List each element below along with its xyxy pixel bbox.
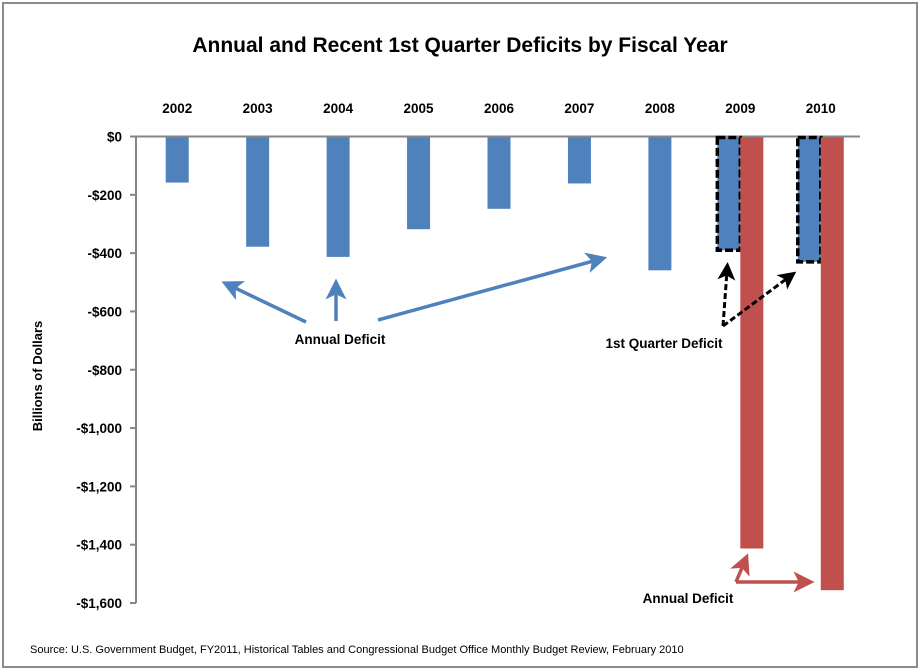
y-tick-label: $0: [107, 130, 122, 145]
y-tick-label: -$800: [87, 363, 122, 378]
bar-annual-2008: [648, 137, 672, 271]
annual-deficit-arrow-2008: [377, 252, 608, 322]
x-tick-label: 2003: [243, 101, 274, 116]
annual-deficit-arrow-2009: [730, 553, 750, 583]
bar-q1-2010: [796, 135, 823, 264]
x-tick-label: 2002: [162, 101, 192, 116]
y-tick-label: -$400: [87, 246, 122, 261]
q1-deficit-label: 1st Quarter Deficit: [605, 336, 723, 351]
x-tick-label: 2004: [323, 101, 354, 116]
y-tick-label: -$1,000: [76, 421, 122, 436]
bar-annual-2009: [740, 137, 764, 549]
y-tick-label: -$600: [87, 304, 122, 319]
bar-annual-2002: [165, 137, 189, 183]
q1-deficit-arrow-2010: [722, 271, 797, 328]
annotations: Annual Deficit 1st Quarter Deficit Annua…: [221, 252, 815, 606]
annual-deficit-arrow-2002: [221, 281, 307, 324]
chart-title: Annual and Recent 1st Quarter Deficits b…: [192, 34, 727, 57]
y-axis-label: Billions of Dollars: [30, 321, 45, 432]
bars: [165, 135, 844, 591]
x-tick-label: 2010: [806, 101, 836, 116]
y-tick-label: -$1,200: [76, 479, 122, 494]
y-tick-label: -$1,400: [76, 538, 122, 553]
q1-deficit-arrow-2009: [717, 262, 736, 327]
y-tick-label: -$1,600: [76, 596, 122, 611]
bar-annual-2005: [407, 137, 431, 230]
x-tick-label: 2008: [645, 101, 676, 116]
source-note: Source: U.S. Government Budget, FY2011, …: [30, 644, 684, 656]
bar-annual-2003: [246, 137, 270, 247]
annual-deficit-label-red: Annual Deficit: [643, 591, 734, 606]
bar-q1-2009: [715, 135, 743, 252]
x-tick-label: 2007: [564, 101, 594, 116]
x-tick-label: 2009: [725, 101, 755, 116]
bar-annual-2010: [820, 137, 844, 591]
y-tick-label: -$200: [87, 188, 122, 203]
x-tick-label: 2005: [404, 101, 435, 116]
y-tick-labels: $0 -$200 -$400 -$600 -$800 -$1,000 -$1,200 -$1,…: [76, 130, 122, 612]
x-tick-label: 2006: [484, 101, 515, 116]
bar-annual-2007: [567, 137, 591, 184]
bar-annual-2006: [487, 137, 511, 209]
x-tick-labels: 2002 2003 2004 2005 2006 2007 2008 2009 2010: [162, 101, 836, 116]
bar-annual-2004: [326, 137, 350, 257]
annual-deficit-label: Annual Deficit: [295, 332, 386, 347]
